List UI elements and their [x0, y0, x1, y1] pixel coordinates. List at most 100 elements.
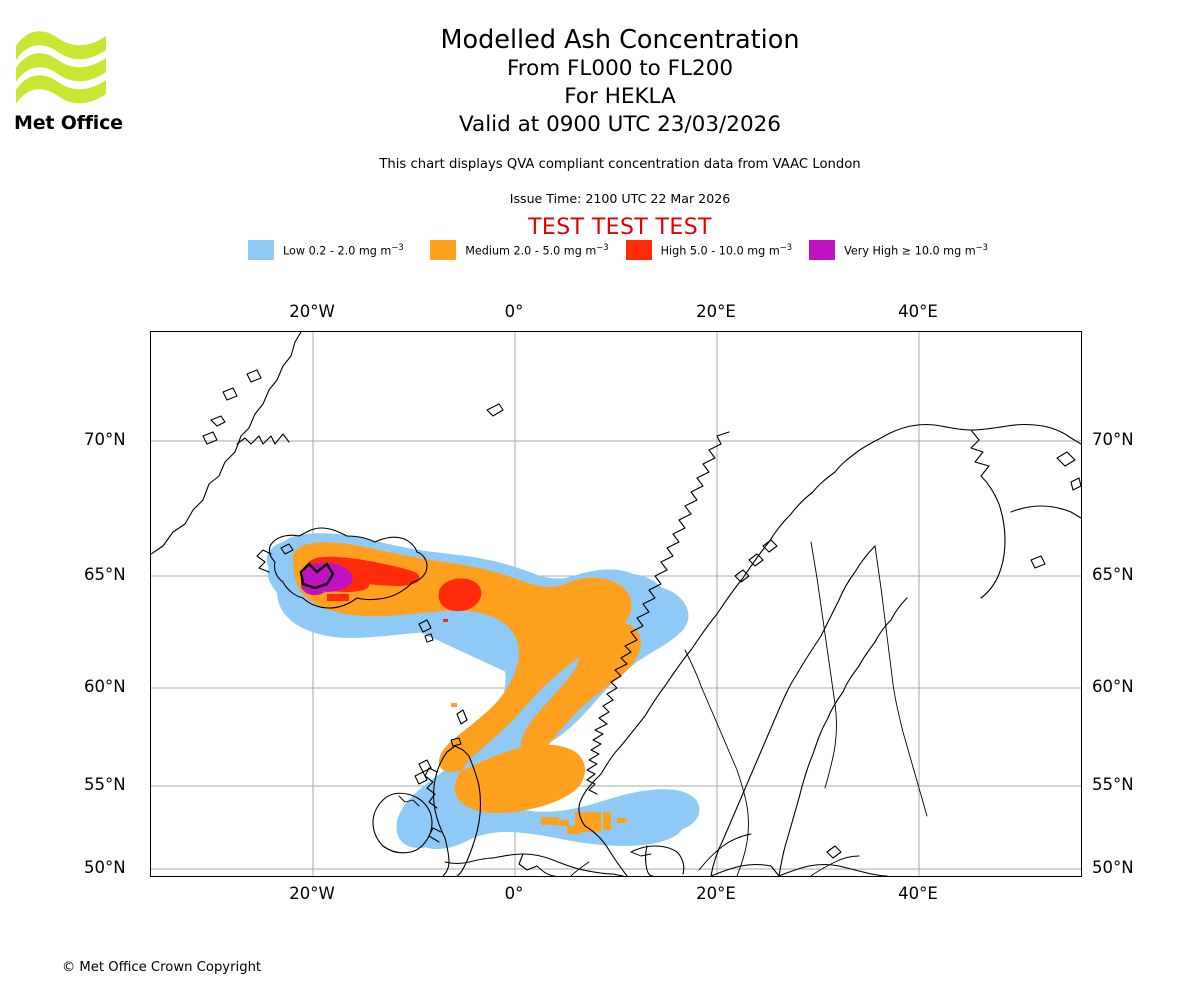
coast-greenland [151, 332, 302, 555]
x-tick-top-20e: 20°E [696, 302, 736, 321]
coast-greenland-island-4 [246, 369, 262, 383]
coast-lofoten [748, 553, 764, 567]
coast-gb-south [444, 857, 494, 865]
coast-jutland [644, 845, 654, 876]
legend-entry-very-high: Very High ≥ 10.0 mg m−3 [809, 240, 988, 260]
coast-hebrides [418, 759, 432, 773]
border-uk-ireland [398, 795, 420, 807]
legend-label-high: High 5.0 - 10.0 mg m−3 [660, 242, 793, 258]
x-tick-top-20w: 20°W [289, 302, 335, 321]
border-denmark-germany [630, 851, 652, 857]
map-coastlines [151, 332, 1081, 876]
coast-nw-europe [492, 853, 624, 876]
coast-norway [578, 425, 912, 827]
border-baltic-states [810, 855, 860, 876]
ash-concentration-map[interactable] [150, 331, 1082, 877]
coast-netherlands [518, 853, 538, 871]
legend-label-low: Low 0.2 - 2.0 mg m−3 [283, 242, 404, 258]
coast-greenland-islands [210, 415, 226, 427]
coast-white-sea [980, 475, 1006, 599]
coast-novaya-zemlya [1056, 451, 1076, 467]
coast-orkney [450, 737, 462, 747]
coast-finnmark [910, 423, 1081, 445]
legend-label-very-high: Very High ≥ 10.0 mg m−3 [844, 242, 988, 258]
ash-plume [266, 533, 700, 849]
y-tick-left-55n: 55°N [84, 775, 126, 794]
met-office-logo-text: Met Office [14, 112, 123, 134]
page-title: Modelled Ash Concentration [440, 25, 800, 55]
x-tick-bottom-20w: 20°W [289, 884, 335, 903]
y-tick-right-65n: 65°N [1092, 565, 1134, 584]
coast-gb-north [446, 745, 470, 757]
coast-hebrides-2 [414, 771, 428, 785]
y-tick-right-60n: 60°N [1092, 677, 1134, 696]
legend-entry-high: High 5.0 - 10.0 mg m−3 [625, 240, 793, 260]
coast-faroe [418, 619, 432, 633]
border-finland-russia [874, 545, 928, 817]
volcano-name: For HEKLA [564, 84, 676, 109]
x-tick-top-40e: 40°E [898, 302, 938, 321]
legend-swatch-very-high [809, 240, 836, 260]
border-france-germany [570, 861, 590, 876]
ash-contour-very-high-2 [301, 575, 328, 596]
coast-gulf-riga [826, 845, 842, 859]
coast-baltic-south [710, 863, 780, 876]
coast-denmark [630, 845, 685, 875]
legend-label-medium: Medium 2.0 - 5.0 mg m−3 [465, 242, 609, 258]
coast-russia-ne [1010, 505, 1081, 519]
x-tick-top-0: 0° [504, 302, 524, 321]
coast-greenland-island-2 [202, 431, 218, 445]
coast-greenland-island-3 [222, 387, 238, 401]
map-canvas [151, 332, 1081, 876]
ash-contour-high-mid [438, 578, 482, 612]
copyright-notice: © Met Office Crown Copyright [62, 960, 262, 975]
y-tick-left-60n: 60°N [84, 677, 126, 696]
coast-greenland-inlets [236, 433, 290, 445]
legend-entry-medium: Medium 2.0 - 5.0 mg m−3 [430, 240, 609, 260]
ash-fragment-high-1 [327, 594, 349, 601]
ash-speck-medium [451, 703, 457, 707]
met-office-wave-icon [16, 31, 106, 104]
coast-kola [970, 429, 990, 477]
coast-finland-gulf [778, 863, 888, 876]
coast-norway-fjords [586, 431, 730, 795]
coast-iceland [268, 527, 428, 609]
met-office-logo: Met Office [14, 26, 134, 134]
coast-jan-mayen [486, 403, 504, 417]
y-tick-right-70n: 70°N [1092, 430, 1134, 449]
border-germany-poland [698, 833, 752, 871]
legend-swatch-low [248, 240, 274, 260]
coast-lofoten-2 [734, 569, 750, 583]
coast-shetland [456, 709, 468, 725]
coast-iceland-west [256, 549, 272, 573]
coast-lofoten-3 [762, 539, 778, 553]
coast-sweden-baltic [584, 825, 628, 876]
volcano-marker-hekla [299, 562, 335, 590]
title-block: Modelled Ash Concentration From FL000 to… [150, 26, 1090, 139]
x-tick-bottom-0: 0° [504, 884, 524, 903]
map-borders [398, 541, 928, 876]
y-tick-left-65n: 65°N [84, 565, 126, 584]
coast-gb-east [456, 755, 482, 876]
valid-time: Valid at 0900 UTC 23/03/2026 [458, 112, 781, 137]
y-tick-left-70n: 70°N [84, 430, 126, 449]
concentration-legend: Low 0.2 - 2.0 mg m−3 Medium 2.0 - 5.0 mg… [248, 239, 988, 261]
legend-entry-low: Low 0.2 - 2.0 mg m−3 [248, 240, 404, 260]
y-tick-right-55n: 55°N [1092, 775, 1134, 794]
coast-island-ne [1070, 477, 1081, 491]
ash-patches-medium-norway [541, 812, 627, 834]
coast-great-britain [432, 751, 450, 876]
border-norway-sweden [684, 649, 749, 876]
ash-speck-high [443, 619, 448, 622]
coast-russia-lake [1030, 555, 1046, 569]
x-tick-bottom-20e: 20°E [696, 884, 736, 903]
coast-bothnia-west [710, 545, 876, 876]
legend-swatch-high [625, 240, 652, 260]
issue-time: Issue Time: 2100 UTC 22 Mar 2026 [509, 191, 731, 206]
coast-iceland-fjords [280, 543, 294, 555]
flight-level-range: From FL000 to FL200 [506, 56, 734, 81]
qva-note: This chart displays QVA compliant concen… [379, 157, 861, 172]
coast-faroe-2 [424, 633, 434, 643]
y-tick-right-50n: 50°N [1092, 858, 1134, 877]
x-tick-bottom-40e: 40°E [898, 884, 938, 903]
